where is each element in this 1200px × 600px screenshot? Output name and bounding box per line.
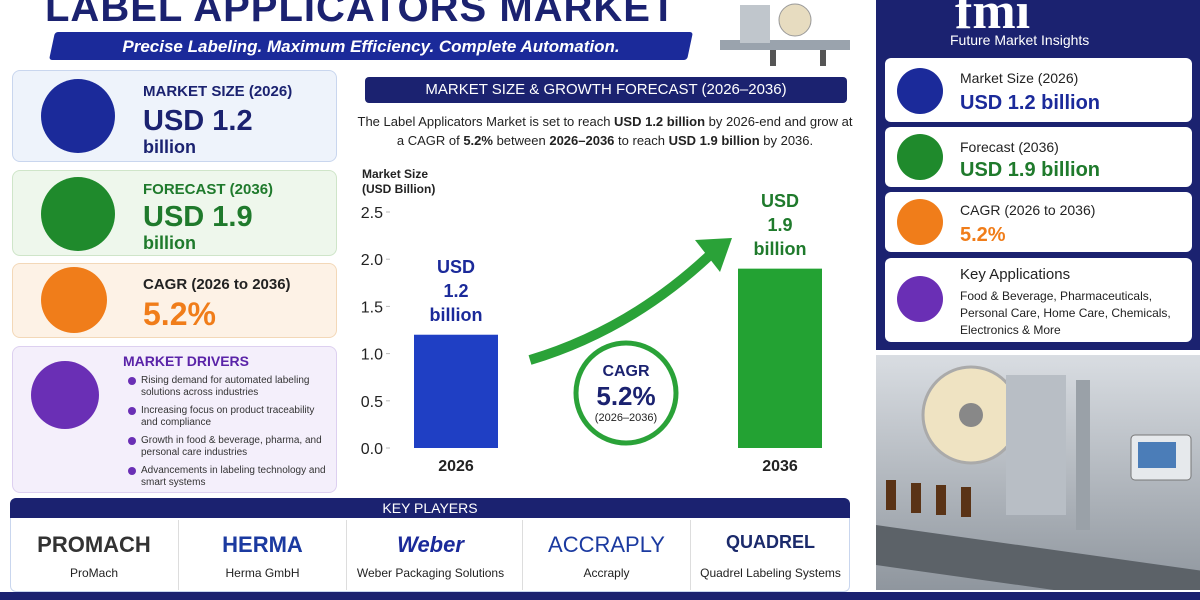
machine-photo [876, 355, 1200, 590]
card-unit: billion [143, 233, 196, 253]
growth-arrow [528, 251, 714, 365]
sidebar-value: USD 1.9 billion [960, 159, 1101, 181]
icon [31, 361, 99, 429]
sidebar-value: 5.2% [960, 224, 1006, 246]
player-logo: HERMA [222, 532, 303, 557]
card-value: 5.2% [143, 296, 216, 332]
card-label: MARKET SIZE (2026) [143, 83, 293, 100]
bar [414, 334, 498, 448]
y-tick-label: 1.0 [361, 347, 383, 364]
player-logo: PROMACH [37, 532, 151, 557]
icon [897, 276, 943, 322]
drivers-card: MARKET DRIVERS Rising demand for automat… [12, 346, 337, 493]
brand-name: Future Market Insights [950, 32, 1090, 48]
sidebar-label: Market Size (2026) [960, 70, 1079, 86]
cagr-badge [573, 340, 679, 446]
cagr-badge-text: CAGR 5.2% (2026–2036) [576, 363, 676, 424]
icon [41, 177, 115, 251]
sidebar-value: USD 1.2 billion [960, 92, 1101, 114]
icon [41, 79, 115, 153]
description-part: The Label Applicators Market is set to r… [357, 114, 615, 129]
player-logo: QUADREL [726, 532, 815, 552]
icon [897, 134, 943, 180]
sidebar-label: CAGR (2026 to 2036) [960, 202, 1096, 218]
icon [897, 199, 943, 245]
card-label: FORECAST (2036) [143, 181, 274, 198]
player-logo: ACCRAPLY [548, 532, 665, 557]
chart-title: MARKET SIZE & GROWTH FORECAST (2026–2036… [365, 77, 847, 103]
player-name: Quadrel Labeling Systems [700, 566, 841, 580]
description-part: by 2026-end and grow at a CAGR of [396, 114, 853, 148]
cagr-period: (2026–2036) [594, 412, 658, 424]
bar [738, 268, 822, 448]
icon [41, 267, 107, 333]
card-unit: billion [143, 137, 196, 157]
market-size-card: MARKET SIZE (2026) USD 1.2 billion [12, 70, 337, 162]
y-tick-label: 0.0 [361, 441, 383, 458]
subtitle: Precise Labeling. Maximum Efficiency. Co… [122, 37, 620, 56]
drivers-title: MARKET DRIVERS [123, 353, 250, 369]
description-part: 2026–2036 [549, 133, 615, 148]
sidebar-applications: Food & Beverage, Pharmaceuticals, Person… [960, 289, 1171, 337]
player-name: Weber Packaging Solutions [356, 566, 505, 580]
brand-logo: fmi [955, 0, 1031, 40]
chart-description: The Label Applicators Market is set to r… [355, 112, 855, 150]
drivers-list: Rising demand for automated labeling sol… [128, 375, 328, 495]
forecast-card: FORECAST (2036) USD 1.9 billion [12, 170, 337, 256]
cagr-label: CAGR [602, 363, 650, 380]
sidebar-card: Key Applications Food & Beverage, Pharmac… [885, 258, 1192, 342]
value-label: USD 1.2 billion [429, 256, 483, 325]
description-part: USD 1.2 billion [614, 114, 706, 129]
x-tick-label: 2026 [438, 458, 474, 475]
cagr-card: CAGR (2026 to 2036) 5.2% [12, 263, 337, 338]
player: ACCRAPLY Accraply [522, 520, 690, 590]
player: HERMA Herma GmbH [178, 520, 346, 590]
player-name: Herma GmbH [225, 566, 300, 580]
key-players-title: KEY PLAYERS [10, 498, 850, 518]
title: LABEL APPLICATORS MARKET [45, 0, 677, 30]
card-value: USD 1.2 [143, 105, 253, 137]
y-tick-label: 0.5 [361, 394, 383, 411]
player-name: ProMach [69, 566, 119, 580]
driver: Rising demand for automated labeling sol… [128, 375, 328, 399]
y-tick-label: 1.5 [361, 299, 383, 316]
player-logo: Weber [397, 532, 464, 557]
player: Weber Weber Packaging Solutions [346, 520, 514, 590]
description-part: USD 1.9 billion [668, 133, 760, 148]
card-label: CAGR (2026 to 2036) [143, 276, 291, 293]
y-axis-title: Market Size (USD Billion) [362, 167, 436, 196]
icon [897, 68, 943, 114]
driver: Advancements in labeling technology and … [128, 465, 328, 489]
sidebar-card: Market Size (2026) USD 1.2 billion [885, 58, 1192, 122]
description-part: between [492, 133, 550, 148]
description-part: 5.2% [463, 133, 493, 148]
y-tick-label: 2.5 [361, 205, 383, 222]
player: PROMACH ProMach [10, 520, 178, 590]
driver: Growth in food & beverage, pharma, and p… [128, 435, 328, 459]
player: QUADREL Quadrel Labeling Systems [690, 520, 850, 590]
chart: 0.0 0.5 1.0 1.5 2.0 2.5 2026 2036 [361, 205, 822, 475]
sidebar-label: Key Applications [960, 266, 1071, 283]
footer-strip [0, 592, 1200, 600]
sidebar-label: Forecast (2036) [960, 139, 1059, 155]
x-tick-label: 2036 [762, 458, 798, 475]
arrow-head [695, 238, 732, 272]
y-tick-label: 2.0 [361, 252, 383, 269]
description-part: to reach [614, 133, 669, 148]
sidebar-card: CAGR (2026 to 2036) 5.2% [885, 192, 1192, 252]
sidebar-card: Forecast (2036) USD 1.9 billion [885, 127, 1192, 187]
value-label: USD 1.9 billion [753, 190, 807, 259]
driver: Increasing focus on product traceability… [128, 405, 328, 429]
description-part: by 2036. [759, 133, 814, 148]
machine-illustration [720, 3, 850, 66]
card-value: USD 1.9 [143, 201, 253, 233]
cagr-value: 5.2% [596, 381, 656, 411]
player-name: Accraply [583, 566, 630, 580]
